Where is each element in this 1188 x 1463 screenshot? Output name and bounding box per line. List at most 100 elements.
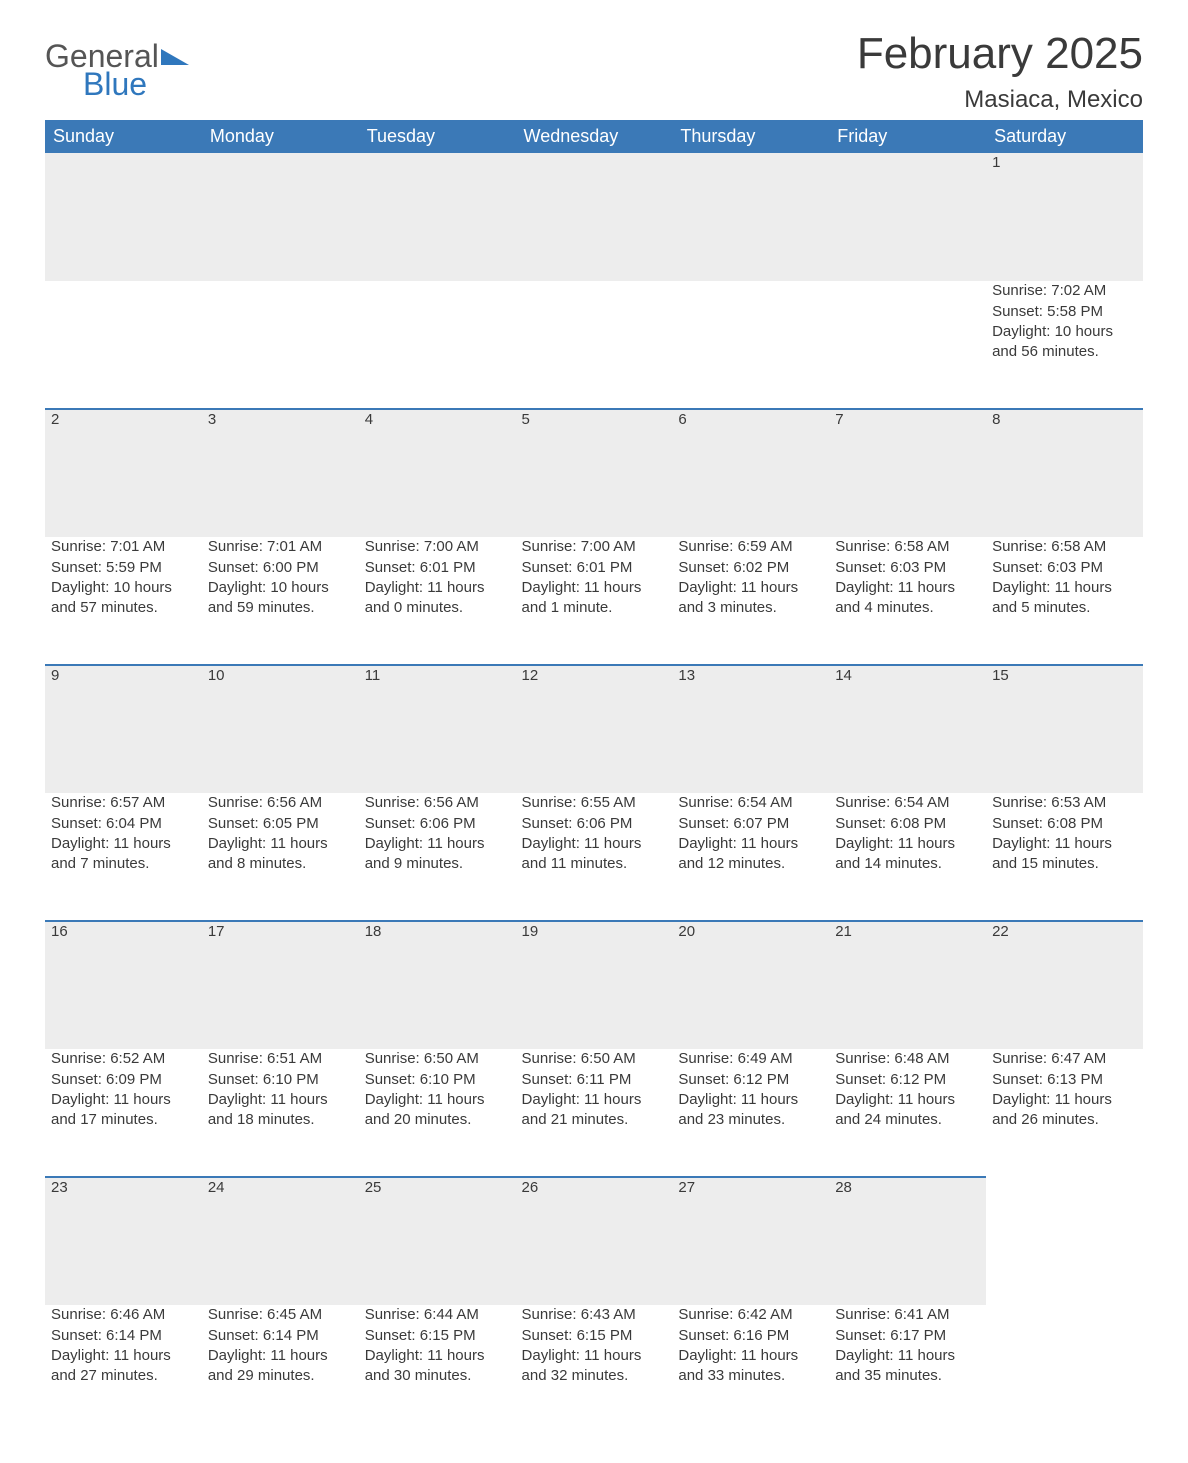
day-number-cell: 5 bbox=[516, 409, 673, 537]
day-detail-cell: Sunrise: 6:56 AMSunset: 6:06 PMDaylight:… bbox=[359, 793, 516, 921]
day-sunrise: Sunrise: 6:56 AM bbox=[365, 793, 510, 813]
dow-header: Wednesday bbox=[516, 120, 673, 153]
day-day1: Daylight: 11 hours bbox=[51, 1090, 196, 1110]
day-sunset: Sunset: 6:10 PM bbox=[365, 1070, 510, 1090]
week-number-row: 9101112131415 bbox=[45, 665, 1143, 793]
day-number-cell bbox=[45, 153, 202, 281]
day-day2: and 20 minutes. bbox=[365, 1110, 510, 1130]
day-sunrise: Sunrise: 6:48 AM bbox=[835, 1049, 980, 1069]
day-sunrise: Sunrise: 6:59 AM bbox=[678, 537, 823, 557]
day-detail-cell: Sunrise: 7:01 AMSunset: 5:59 PMDaylight:… bbox=[45, 537, 202, 665]
day-number-cell: 25 bbox=[359, 1177, 516, 1305]
day-detail-cell: Sunrise: 6:50 AMSunset: 6:10 PMDaylight:… bbox=[359, 1049, 516, 1177]
day-number-cell: 24 bbox=[202, 1177, 359, 1305]
day-number-cell bbox=[986, 1177, 1143, 1305]
day-day1: Daylight: 11 hours bbox=[522, 1346, 667, 1366]
location-label: Masiaca, Mexico bbox=[857, 86, 1143, 114]
brand-word2: Blue bbox=[83, 68, 189, 100]
day-number-cell: 27 bbox=[672, 1177, 829, 1305]
day-day2: and 35 minutes. bbox=[835, 1366, 980, 1386]
day-sunrise: Sunrise: 7:00 AM bbox=[365, 537, 510, 557]
day-day2: and 27 minutes. bbox=[51, 1366, 196, 1386]
week-detail-row: Sunrise: 6:57 AMSunset: 6:04 PMDaylight:… bbox=[45, 793, 1143, 921]
day-detail-cell: Sunrise: 6:52 AMSunset: 6:09 PMDaylight:… bbox=[45, 1049, 202, 1177]
day-day1: Daylight: 11 hours bbox=[365, 1090, 510, 1110]
day-day2: and 29 minutes. bbox=[208, 1366, 353, 1386]
day-number-cell: 16 bbox=[45, 921, 202, 1049]
week-number-row: 232425262728 bbox=[45, 1177, 1143, 1305]
week-number-row: 2345678 bbox=[45, 409, 1143, 537]
day-sunset: Sunset: 6:10 PM bbox=[208, 1070, 353, 1090]
day-sunset: Sunset: 6:06 PM bbox=[522, 814, 667, 834]
day-day2: and 17 minutes. bbox=[51, 1110, 196, 1130]
day-day1: Daylight: 11 hours bbox=[208, 834, 353, 854]
day-detail-cell bbox=[359, 281, 516, 409]
week-number-row: 16171819202122 bbox=[45, 921, 1143, 1049]
day-detail-cell: Sunrise: 6:58 AMSunset: 6:03 PMDaylight:… bbox=[986, 537, 1143, 665]
day-sunset: Sunset: 6:08 PM bbox=[835, 814, 980, 834]
day-sunrise: Sunrise: 6:53 AM bbox=[992, 793, 1137, 813]
day-number-cell: 14 bbox=[829, 665, 986, 793]
day-day2: and 12 minutes. bbox=[678, 854, 823, 874]
page-title: February 2025 bbox=[857, 30, 1143, 78]
day-day2: and 59 minutes. bbox=[208, 598, 353, 618]
day-sunrise: Sunrise: 6:58 AM bbox=[835, 537, 980, 557]
day-sunrise: Sunrise: 6:52 AM bbox=[51, 1049, 196, 1069]
day-sunset: Sunset: 5:59 PM bbox=[51, 558, 196, 578]
flag-icon bbox=[161, 40, 189, 72]
week-number-row: 1 bbox=[45, 153, 1143, 281]
day-day1: Daylight: 11 hours bbox=[992, 578, 1137, 598]
day-sunset: Sunset: 6:06 PM bbox=[365, 814, 510, 834]
day-number-cell: 1 bbox=[986, 153, 1143, 281]
day-sunset: Sunset: 6:12 PM bbox=[678, 1070, 823, 1090]
day-sunset: Sunset: 6:03 PM bbox=[835, 558, 980, 578]
day-sunrise: Sunrise: 6:54 AM bbox=[835, 793, 980, 813]
day-detail-cell: Sunrise: 6:55 AMSunset: 6:06 PMDaylight:… bbox=[516, 793, 673, 921]
day-sunset: Sunset: 6:00 PM bbox=[208, 558, 353, 578]
day-day1: Daylight: 11 hours bbox=[365, 1346, 510, 1366]
day-detail-cell bbox=[202, 281, 359, 409]
day-sunset: Sunset: 6:01 PM bbox=[522, 558, 667, 578]
day-detail-cell bbox=[829, 281, 986, 409]
brand-logo: General Blue bbox=[45, 30, 189, 100]
dow-header: Monday bbox=[202, 120, 359, 153]
dow-header: Sunday bbox=[45, 120, 202, 153]
day-day2: and 7 minutes. bbox=[51, 854, 196, 874]
week-detail-row: Sunrise: 7:01 AMSunset: 5:59 PMDaylight:… bbox=[45, 537, 1143, 665]
day-number-cell: 20 bbox=[672, 921, 829, 1049]
day-day1: Daylight: 11 hours bbox=[365, 834, 510, 854]
day-sunrise: Sunrise: 6:51 AM bbox=[208, 1049, 353, 1069]
day-sunrise: Sunrise: 6:44 AM bbox=[365, 1305, 510, 1325]
day-day2: and 3 minutes. bbox=[678, 598, 823, 618]
day-day1: Daylight: 11 hours bbox=[835, 1346, 980, 1366]
day-sunrise: Sunrise: 6:54 AM bbox=[678, 793, 823, 813]
day-detail-cell: Sunrise: 6:45 AMSunset: 6:14 PMDaylight:… bbox=[202, 1305, 359, 1433]
day-sunset: Sunset: 6:01 PM bbox=[365, 558, 510, 578]
day-number-cell: 17 bbox=[202, 921, 359, 1049]
day-sunset: Sunset: 6:09 PM bbox=[51, 1070, 196, 1090]
week-detail-row: Sunrise: 6:52 AMSunset: 6:09 PMDaylight:… bbox=[45, 1049, 1143, 1177]
day-sunset: Sunset: 6:03 PM bbox=[992, 558, 1137, 578]
day-detail-cell: Sunrise: 6:47 AMSunset: 6:13 PMDaylight:… bbox=[986, 1049, 1143, 1177]
header: General Blue February 2025 Masiaca, Mexi… bbox=[45, 30, 1143, 114]
day-sunrise: Sunrise: 6:42 AM bbox=[678, 1305, 823, 1325]
day-sunrise: Sunrise: 6:45 AM bbox=[208, 1305, 353, 1325]
day-detail-cell: Sunrise: 6:54 AMSunset: 6:08 PMDaylight:… bbox=[829, 793, 986, 921]
title-block: February 2025 Masiaca, Mexico bbox=[857, 30, 1143, 114]
day-sunrise: Sunrise: 6:58 AM bbox=[992, 537, 1137, 557]
day-sunrise: Sunrise: 6:57 AM bbox=[51, 793, 196, 813]
dow-header: Tuesday bbox=[359, 120, 516, 153]
day-sunset: Sunset: 6:04 PM bbox=[51, 814, 196, 834]
day-day1: Daylight: 10 hours bbox=[51, 578, 196, 598]
day-sunset: Sunset: 6:15 PM bbox=[522, 1326, 667, 1346]
day-day1: Daylight: 11 hours bbox=[51, 834, 196, 854]
day-number-cell: 7 bbox=[829, 409, 986, 537]
day-sunrise: Sunrise: 6:50 AM bbox=[365, 1049, 510, 1069]
day-detail-cell: Sunrise: 6:48 AMSunset: 6:12 PMDaylight:… bbox=[829, 1049, 986, 1177]
day-sunset: Sunset: 6:15 PM bbox=[365, 1326, 510, 1346]
day-detail-cell: Sunrise: 7:00 AMSunset: 6:01 PMDaylight:… bbox=[359, 537, 516, 665]
day-number-cell: 10 bbox=[202, 665, 359, 793]
day-sunset: Sunset: 5:58 PM bbox=[992, 302, 1137, 322]
day-sunrise: Sunrise: 6:49 AM bbox=[678, 1049, 823, 1069]
day-day2: and 18 minutes. bbox=[208, 1110, 353, 1130]
